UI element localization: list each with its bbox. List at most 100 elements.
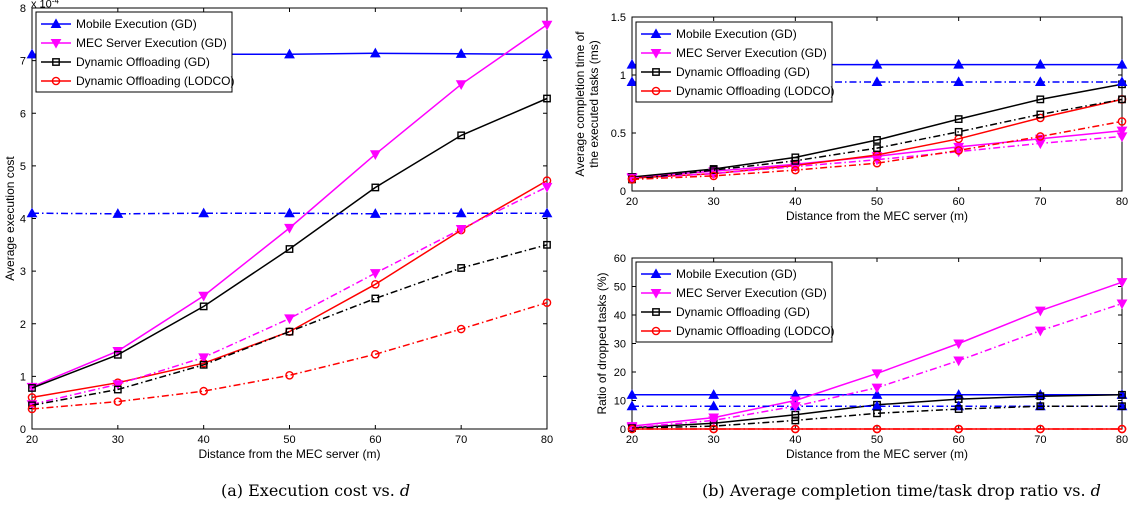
- y-tick-label: 7: [20, 56, 26, 68]
- x-axis-label: Distance from the MEC server (m): [198, 447, 380, 461]
- data-point: [871, 76, 883, 87]
- data-point: [198, 353, 210, 364]
- legend-swatch-marker: [651, 86, 661, 96]
- y-tick-label: 0.5: [611, 128, 626, 140]
- y-tick-label: 1: [20, 371, 26, 383]
- legend-swatch-marker: [50, 18, 62, 29]
- data-point: [954, 146, 963, 155]
- data-point: [789, 402, 801, 412]
- data-point: [1036, 392, 1045, 401]
- y-tick-label: 20: [614, 367, 626, 379]
- x-axis-label: Distance from the MEC server (m): [786, 209, 968, 223]
- legend-entry: Dynamic Offloading (GD): [676, 305, 810, 319]
- data-point: [1036, 132, 1045, 141]
- legend-swatch-marker: [50, 38, 62, 49]
- caption-b-var: d: [1091, 481, 1101, 500]
- data-point: [199, 360, 208, 369]
- y-tick-label: 50: [614, 282, 626, 294]
- x-axis-label: Distance from the MEC server (m): [786, 447, 968, 461]
- x-tick-label: 70: [1034, 196, 1046, 208]
- data-point: [791, 156, 800, 165]
- legend-swatch-marker: [650, 48, 662, 59]
- legend-entry: Dynamic Offloading (GD): [676, 65, 810, 79]
- data-point: [541, 48, 553, 59]
- legend-entry: Dynamic Offloading (LODCO): [676, 84, 835, 98]
- data-point: [26, 48, 38, 59]
- caption-a: (a) Execution cost vs. d: [221, 481, 410, 500]
- data-point: [1116, 299, 1128, 310]
- legend-entry: Dynamic Offloading (LODCO): [76, 74, 235, 88]
- legend-entry: MEC Server Execution (GD): [676, 46, 827, 60]
- x-tick-label: 50: [871, 434, 883, 446]
- data-point: [369, 269, 381, 279]
- legend-swatch-marker: [652, 68, 660, 76]
- legend-entry: Mobile Execution (GD): [676, 267, 797, 281]
- data-point: [198, 291, 210, 302]
- data-point: [954, 405, 963, 413]
- data-point: [199, 302, 208, 311]
- data-point: [1116, 132, 1128, 143]
- data-point: [1036, 110, 1045, 119]
- data-point: [1034, 58, 1046, 69]
- data-point: [1034, 306, 1046, 317]
- data-point: [1036, 95, 1045, 104]
- legend-box: [635, 261, 833, 343]
- y-tick-label: 6: [20, 108, 26, 120]
- series-line-dynamic-offloading-gd-: [31, 97, 548, 389]
- legend-swatch-marker: [650, 288, 662, 299]
- y-tick-label: 0: [620, 424, 626, 436]
- legend-swatch-marker: [650, 28, 662, 39]
- series-line-dashdot-2: [631, 405, 1122, 429]
- legend-entry: Dynamic Offloading (LODCO): [676, 324, 835, 338]
- x-tick-label: 50: [871, 196, 883, 208]
- data-point: [26, 207, 38, 218]
- data-point: [872, 424, 882, 434]
- data-point: [872, 158, 882, 168]
- data-point: [113, 385, 122, 394]
- legend-entry: MEC Server Execution (GD): [676, 286, 827, 300]
- data-point: [791, 165, 800, 175]
- series-line-dashdot-3: [631, 120, 1123, 181]
- data-point: [954, 424, 963, 434]
- data-point: [627, 175, 637, 184]
- data-point: [708, 169, 720, 180]
- y-tick-label: 4: [20, 214, 26, 226]
- data-point: [455, 80, 467, 90]
- x-tick-label: 60: [953, 434, 965, 446]
- data-point: [1117, 424, 1127, 434]
- series-line-dashdot-2: [631, 98, 1123, 181]
- data-point: [284, 207, 295, 218]
- data-point: [1116, 76, 1128, 87]
- y-axis-label-line: the executed tasks (ms): [587, 40, 601, 167]
- y-tick-label: 0: [20, 424, 26, 436]
- y-tick-label: 3: [20, 266, 26, 278]
- data-point: [953, 76, 965, 87]
- x-tick-label: 80: [1116, 434, 1128, 446]
- x-tick-label: 40: [789, 196, 801, 208]
- data-point: [873, 136, 881, 144]
- x-tick-label: 30: [112, 434, 124, 446]
- data-point: [369, 208, 381, 218]
- legend-swatch-marker: [51, 76, 61, 86]
- legend-entry: Mobile Execution (GD): [76, 17, 197, 31]
- x-tick-label: 70: [1034, 434, 1046, 446]
- data-point: [1116, 278, 1128, 288]
- series-line-dashdot-2: [31, 244, 548, 407]
- data-point: [708, 416, 720, 427]
- data-point: [954, 115, 963, 123]
- data-point: [626, 400, 638, 411]
- data-point: [541, 20, 553, 31]
- x-tick-label: 80: [541, 434, 553, 446]
- legend-swatch-marker: [652, 308, 660, 316]
- caption-b-prefix: (b) Average completion time/task drop ra…: [702, 481, 1091, 500]
- x-tick-label: 20: [626, 196, 638, 208]
- data-point: [541, 182, 553, 193]
- caption-a-var: d: [400, 481, 410, 500]
- data-point: [709, 424, 718, 434]
- data-point: [953, 58, 965, 69]
- legend-entry: MEC Server Execution (GD): [76, 36, 227, 50]
- data-point: [369, 150, 381, 160]
- data-point: [28, 384, 36, 392]
- data-point: [954, 127, 963, 136]
- data-point: [627, 424, 637, 434]
